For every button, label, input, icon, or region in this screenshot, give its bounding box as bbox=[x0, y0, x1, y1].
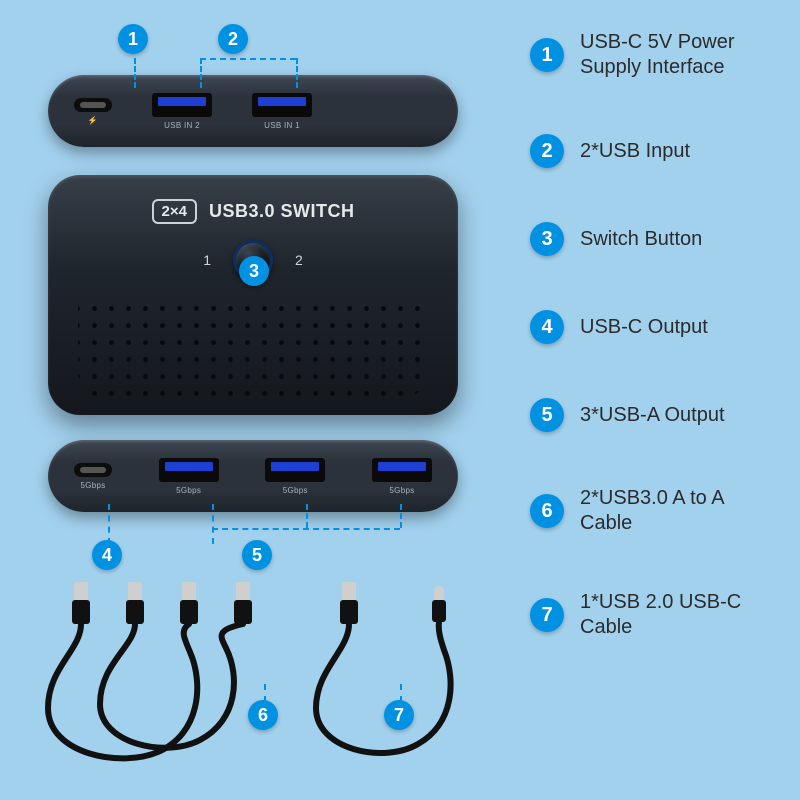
legend-item: 6 2*USB3.0 A to A Cable bbox=[530, 486, 780, 536]
legend-item: 5 3*USB-A Output bbox=[530, 398, 780, 432]
legend-badge-5: 5 bbox=[530, 398, 564, 432]
diagram-badge-5: 5 bbox=[242, 540, 272, 570]
usb-a-port-icon bbox=[372, 458, 432, 482]
diagram-badge-4: 4 bbox=[92, 540, 122, 570]
legend-badge-1: 1 bbox=[530, 38, 564, 72]
device-top-view: 2×4 USB3.0 SWITCH 1 2 bbox=[48, 175, 458, 415]
leader-line bbox=[200, 58, 202, 88]
usb-a-output-2: 5Gbps bbox=[265, 458, 325, 495]
switch-label-right: 2 bbox=[295, 252, 303, 268]
diagram-badge-3: 3 bbox=[239, 256, 269, 286]
legend-item: 3 Switch Button bbox=[530, 222, 780, 256]
port-label: 5Gbps bbox=[80, 481, 105, 490]
legend-text: USB-C 5V Power Supply Interface bbox=[580, 30, 770, 80]
legend-item: 2 2*USB Input bbox=[530, 134, 780, 168]
leader-line bbox=[296, 58, 298, 88]
device-title: USB3.0 SWITCH bbox=[209, 201, 355, 222]
usb-a-plug-icon bbox=[72, 582, 90, 624]
leader-line bbox=[212, 504, 214, 544]
legend-badge-2: 2 bbox=[530, 134, 564, 168]
cable-loops-icon bbox=[40, 580, 480, 780]
diagram-badge-1: 1 bbox=[118, 24, 148, 54]
usb-in-2-port: USB IN 2 bbox=[152, 93, 212, 130]
diagram-badge-6: 6 bbox=[248, 700, 278, 730]
usb-a-output-3: 5Gbps bbox=[372, 458, 432, 495]
legend-text: 3*USB-A Output bbox=[580, 403, 725, 428]
legend-item: 4 USB-C Output bbox=[530, 310, 780, 344]
device-rear-edge: ⚡ USB IN 2 USB IN 1 bbox=[48, 75, 458, 147]
leader-line bbox=[306, 504, 308, 528]
diagram-badge-7: 7 bbox=[384, 700, 414, 730]
legend-badge-3: 3 bbox=[530, 222, 564, 256]
usbc-output-port: 5Gbps bbox=[74, 463, 112, 490]
device-title-row: 2×4 USB3.0 SWITCH bbox=[152, 199, 355, 224]
legend-text: 2*USB3.0 A to A Cable bbox=[580, 486, 770, 536]
usb-c-plug-icon bbox=[432, 586, 446, 622]
legend-badge-6: 6 bbox=[530, 494, 564, 528]
usbc-port-icon bbox=[74, 98, 112, 112]
usbc-port-icon bbox=[74, 463, 112, 477]
usbc-power-port: ⚡ bbox=[74, 98, 112, 125]
pill-badge: 2×4 bbox=[152, 199, 197, 224]
port-label: USB IN 2 bbox=[164, 121, 200, 130]
infographic-canvas: 1 USB-C 5V Power Supply Interface 2 2*US… bbox=[0, 0, 800, 800]
port-label: 5Gbps bbox=[283, 486, 308, 495]
usb-a-port-icon bbox=[152, 93, 212, 117]
usb-a-port-icon bbox=[265, 458, 325, 482]
usb-a-port-icon bbox=[252, 93, 312, 117]
switch-label-left: 1 bbox=[203, 252, 211, 268]
port-label: 5Gbps bbox=[176, 486, 201, 495]
legend-text: Switch Button bbox=[580, 227, 702, 252]
diagram-badge-2: 2 bbox=[218, 24, 248, 54]
device-front-edge: 5Gbps 5Gbps 5Gbps 5Gbps bbox=[48, 440, 458, 512]
usb-a-output-1: 5Gbps bbox=[159, 458, 219, 495]
legend-item: 7 1*USB 2.0 USB-C Cable bbox=[530, 590, 780, 640]
leader-line bbox=[212, 528, 400, 530]
usb-a-port-icon bbox=[159, 458, 219, 482]
port-label: USB IN 1 bbox=[264, 121, 300, 130]
legend-text: USB-C Output bbox=[580, 315, 708, 340]
leader-line bbox=[400, 504, 402, 528]
usb-a-plug-icon bbox=[340, 582, 358, 624]
leader-line bbox=[134, 58, 136, 88]
port-label: 5Gbps bbox=[389, 486, 414, 495]
usb-a-plug-icon bbox=[234, 582, 252, 624]
legend-item: 1 USB-C 5V Power Supply Interface bbox=[530, 30, 780, 80]
legend-badge-7: 7 bbox=[530, 598, 564, 632]
usb-a-plug-icon bbox=[180, 582, 198, 624]
cables-area bbox=[40, 580, 480, 780]
leader-line bbox=[200, 58, 296, 60]
legend-list: 1 USB-C 5V Power Supply Interface 2 2*US… bbox=[530, 30, 780, 640]
legend-text: 2*USB Input bbox=[580, 139, 690, 164]
legend-badge-4: 4 bbox=[530, 310, 564, 344]
usb-in-1-port: USB IN 1 bbox=[252, 93, 312, 130]
legend-text: 1*USB 2.0 USB-C Cable bbox=[580, 590, 770, 640]
usb-a-plug-icon bbox=[126, 582, 144, 624]
port-label: ⚡ bbox=[88, 116, 98, 125]
vent-dot-grid bbox=[78, 294, 428, 397]
leader-line bbox=[108, 504, 110, 544]
